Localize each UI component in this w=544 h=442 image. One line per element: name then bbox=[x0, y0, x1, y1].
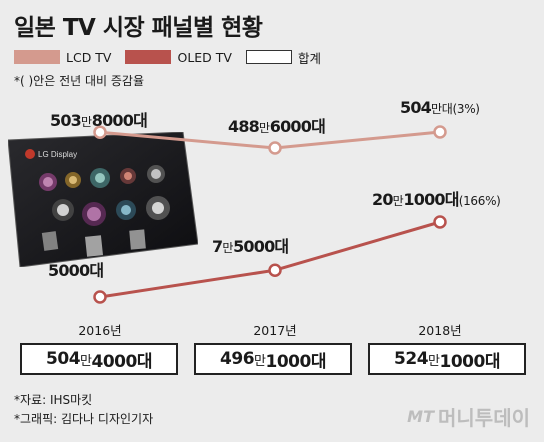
source-note: *자료: IHS마킷 bbox=[14, 393, 93, 407]
year-label-2018: 2018년 bbox=[418, 323, 462, 338]
data-label-oled-0: 5000대 bbox=[48, 261, 103, 280]
totals-row: 504 만 4000대 496 만 1000대 524 만 1000대 bbox=[20, 343, 530, 377]
data-label-lcd-2: 504만대(3%) bbox=[400, 98, 480, 117]
total-2016-rest: 4000대 bbox=[91, 351, 153, 372]
total-box-2018: 524 만 1000대 bbox=[368, 343, 526, 375]
year-label-2016: 2016년 bbox=[78, 323, 122, 338]
total-2017-unit: 만 bbox=[254, 353, 266, 369]
lg-oled-tv-photo: LG Display bbox=[8, 132, 198, 267]
data-point-lcd-1 bbox=[268, 141, 282, 155]
total-2017-main: 496 bbox=[220, 349, 255, 369]
legend-item-lcd: LCD TV bbox=[14, 50, 111, 65]
total-2018-unit: 만 bbox=[428, 353, 440, 369]
publisher-watermark: MT 머니투데이 bbox=[407, 402, 530, 431]
data-point-oled-2 bbox=[433, 215, 447, 229]
legend-swatch-lcd bbox=[14, 50, 60, 64]
legend-item-oled: OLED TV bbox=[125, 50, 232, 65]
credit-note: *그래픽: 김다나 디자인기자 bbox=[14, 412, 154, 426]
data-point-oled-0 bbox=[93, 290, 107, 304]
legend-label-oled: OLED TV bbox=[177, 49, 232, 65]
total-2016-main: 504 bbox=[46, 349, 81, 369]
total-2018-main: 524 bbox=[394, 349, 429, 369]
year-label-2017: 2017년 bbox=[253, 323, 297, 338]
page-title: 일본 TV 시장 패널별 현황 bbox=[14, 15, 263, 41]
data-label-oled-2: 20만1000대(166%) bbox=[372, 190, 501, 209]
data-point-lcd-2 bbox=[433, 125, 447, 139]
legend-swatch-oled bbox=[125, 50, 172, 64]
data-label-oled-1: 7만5000대 bbox=[212, 237, 288, 256]
total-box-2017: 496 만 1000대 bbox=[194, 343, 352, 375]
watermark-mt: MT bbox=[407, 407, 434, 426]
total-box-2016: 504 만 4000대 bbox=[20, 343, 178, 375]
legend: LCD TV OLED TV 합계 bbox=[14, 48, 335, 66]
photo-brand-text: LG Display bbox=[38, 150, 77, 159]
data-point-lcd-0 bbox=[93, 125, 107, 139]
data-point-oled-1 bbox=[268, 263, 282, 277]
legend-item-total: 합계 bbox=[245, 48, 321, 67]
data-label-lcd-1: 488만6000대 bbox=[228, 117, 325, 136]
legend-label-lcd: LCD TV bbox=[66, 49, 112, 65]
series-line-oled bbox=[99, 220, 441, 299]
total-2017-rest: 1000대 bbox=[265, 351, 327, 372]
legend-label-total: 합계 bbox=[297, 50, 321, 66]
watermark-name: 머니투데이 bbox=[438, 406, 530, 430]
total-2018-rest: 1000대 bbox=[439, 351, 501, 372]
total-2016-unit: 만 bbox=[80, 353, 92, 369]
data-label-lcd-0: 503만8000대 bbox=[50, 111, 147, 130]
legend-swatch-total bbox=[245, 50, 292, 64]
change-rate-note: *( )안은 전년 대비 증감율 bbox=[14, 74, 144, 88]
